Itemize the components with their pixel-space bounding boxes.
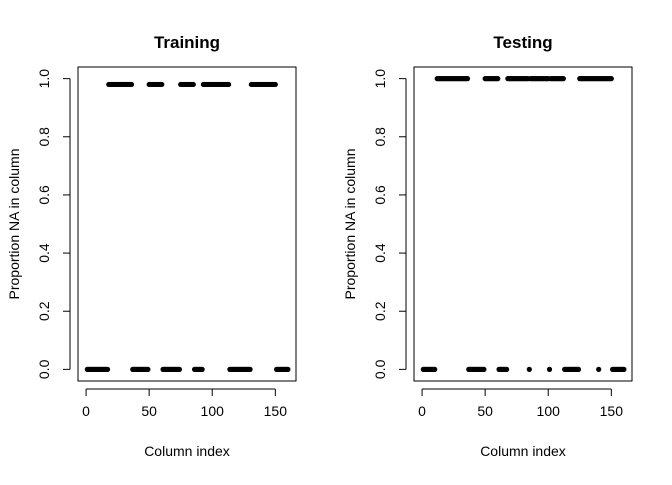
data-point: [176, 366, 183, 372]
y-tick-label: 0.4: [372, 243, 388, 263]
data-point: [526, 366, 532, 372]
data-point: [285, 366, 291, 372]
data-point: [104, 366, 111, 372]
x-tick-label: 50: [477, 403, 493, 419]
x-tick-label: 150: [264, 403, 288, 419]
x-tick-label: 0: [82, 403, 90, 419]
y-tick-label: 0.8: [36, 127, 52, 147]
x-axis-label: Column index: [144, 443, 230, 459]
chart-title: Training: [154, 33, 220, 52]
data-point: [464, 76, 471, 82]
x-tick-label: 50: [141, 403, 157, 419]
data-point: [226, 81, 232, 88]
chart-panel-2: Testing 0 50 100 150 Column index 0.0 0.2 0.4 0.6…: [342, 33, 633, 459]
data-point: [495, 76, 501, 82]
data-point: [128, 81, 135, 88]
data-point: [621, 366, 627, 372]
x-tick-label: 100: [537, 403, 561, 419]
x-tick-label: 100: [201, 403, 225, 419]
chart-title: Testing: [493, 33, 552, 52]
data-point: [247, 366, 253, 372]
data-point: [575, 366, 582, 372]
data-point: [596, 366, 602, 372]
y-tick-label: 1.0: [372, 69, 388, 89]
plot-frame: [413, 66, 633, 382]
plot-frame: [77, 66, 297, 382]
y-tick-label: 0.2: [36, 301, 52, 321]
data-point: [199, 366, 205, 372]
y-tick-label: 0.0: [372, 359, 388, 379]
data-point: [159, 81, 165, 88]
chart-panel-1: Training 0 50 100 150 Column index 0.0 0.2 0.4 0.…: [6, 33, 297, 459]
data-point: [432, 366, 438, 372]
y-tick-label: 0.6: [372, 185, 388, 205]
y-tick-label: 0.6: [36, 185, 52, 205]
data-point: [560, 76, 566, 82]
y-axis-label: Proportion NA in column: [342, 149, 358, 300]
y-tick-label: 0.4: [36, 243, 52, 263]
y-tick-label: 0.2: [372, 301, 388, 321]
data-point: [145, 366, 151, 372]
y-tick-label: 0.8: [372, 127, 388, 147]
x-axis-label: Column index: [480, 443, 566, 459]
data-point: [546, 366, 553, 372]
data-point: [608, 76, 614, 82]
data-point: [272, 81, 278, 88]
data-point: [190, 81, 196, 88]
x-tick-label: 150: [600, 403, 624, 419]
y-axis-label: Proportion NA in column: [6, 149, 22, 300]
y-tick-label: 0.0: [36, 359, 52, 379]
x-tick-label: 0: [418, 403, 426, 419]
y-tick-label: 1.0: [36, 69, 52, 89]
data-point: [503, 366, 510, 372]
data-point: [481, 366, 487, 372]
